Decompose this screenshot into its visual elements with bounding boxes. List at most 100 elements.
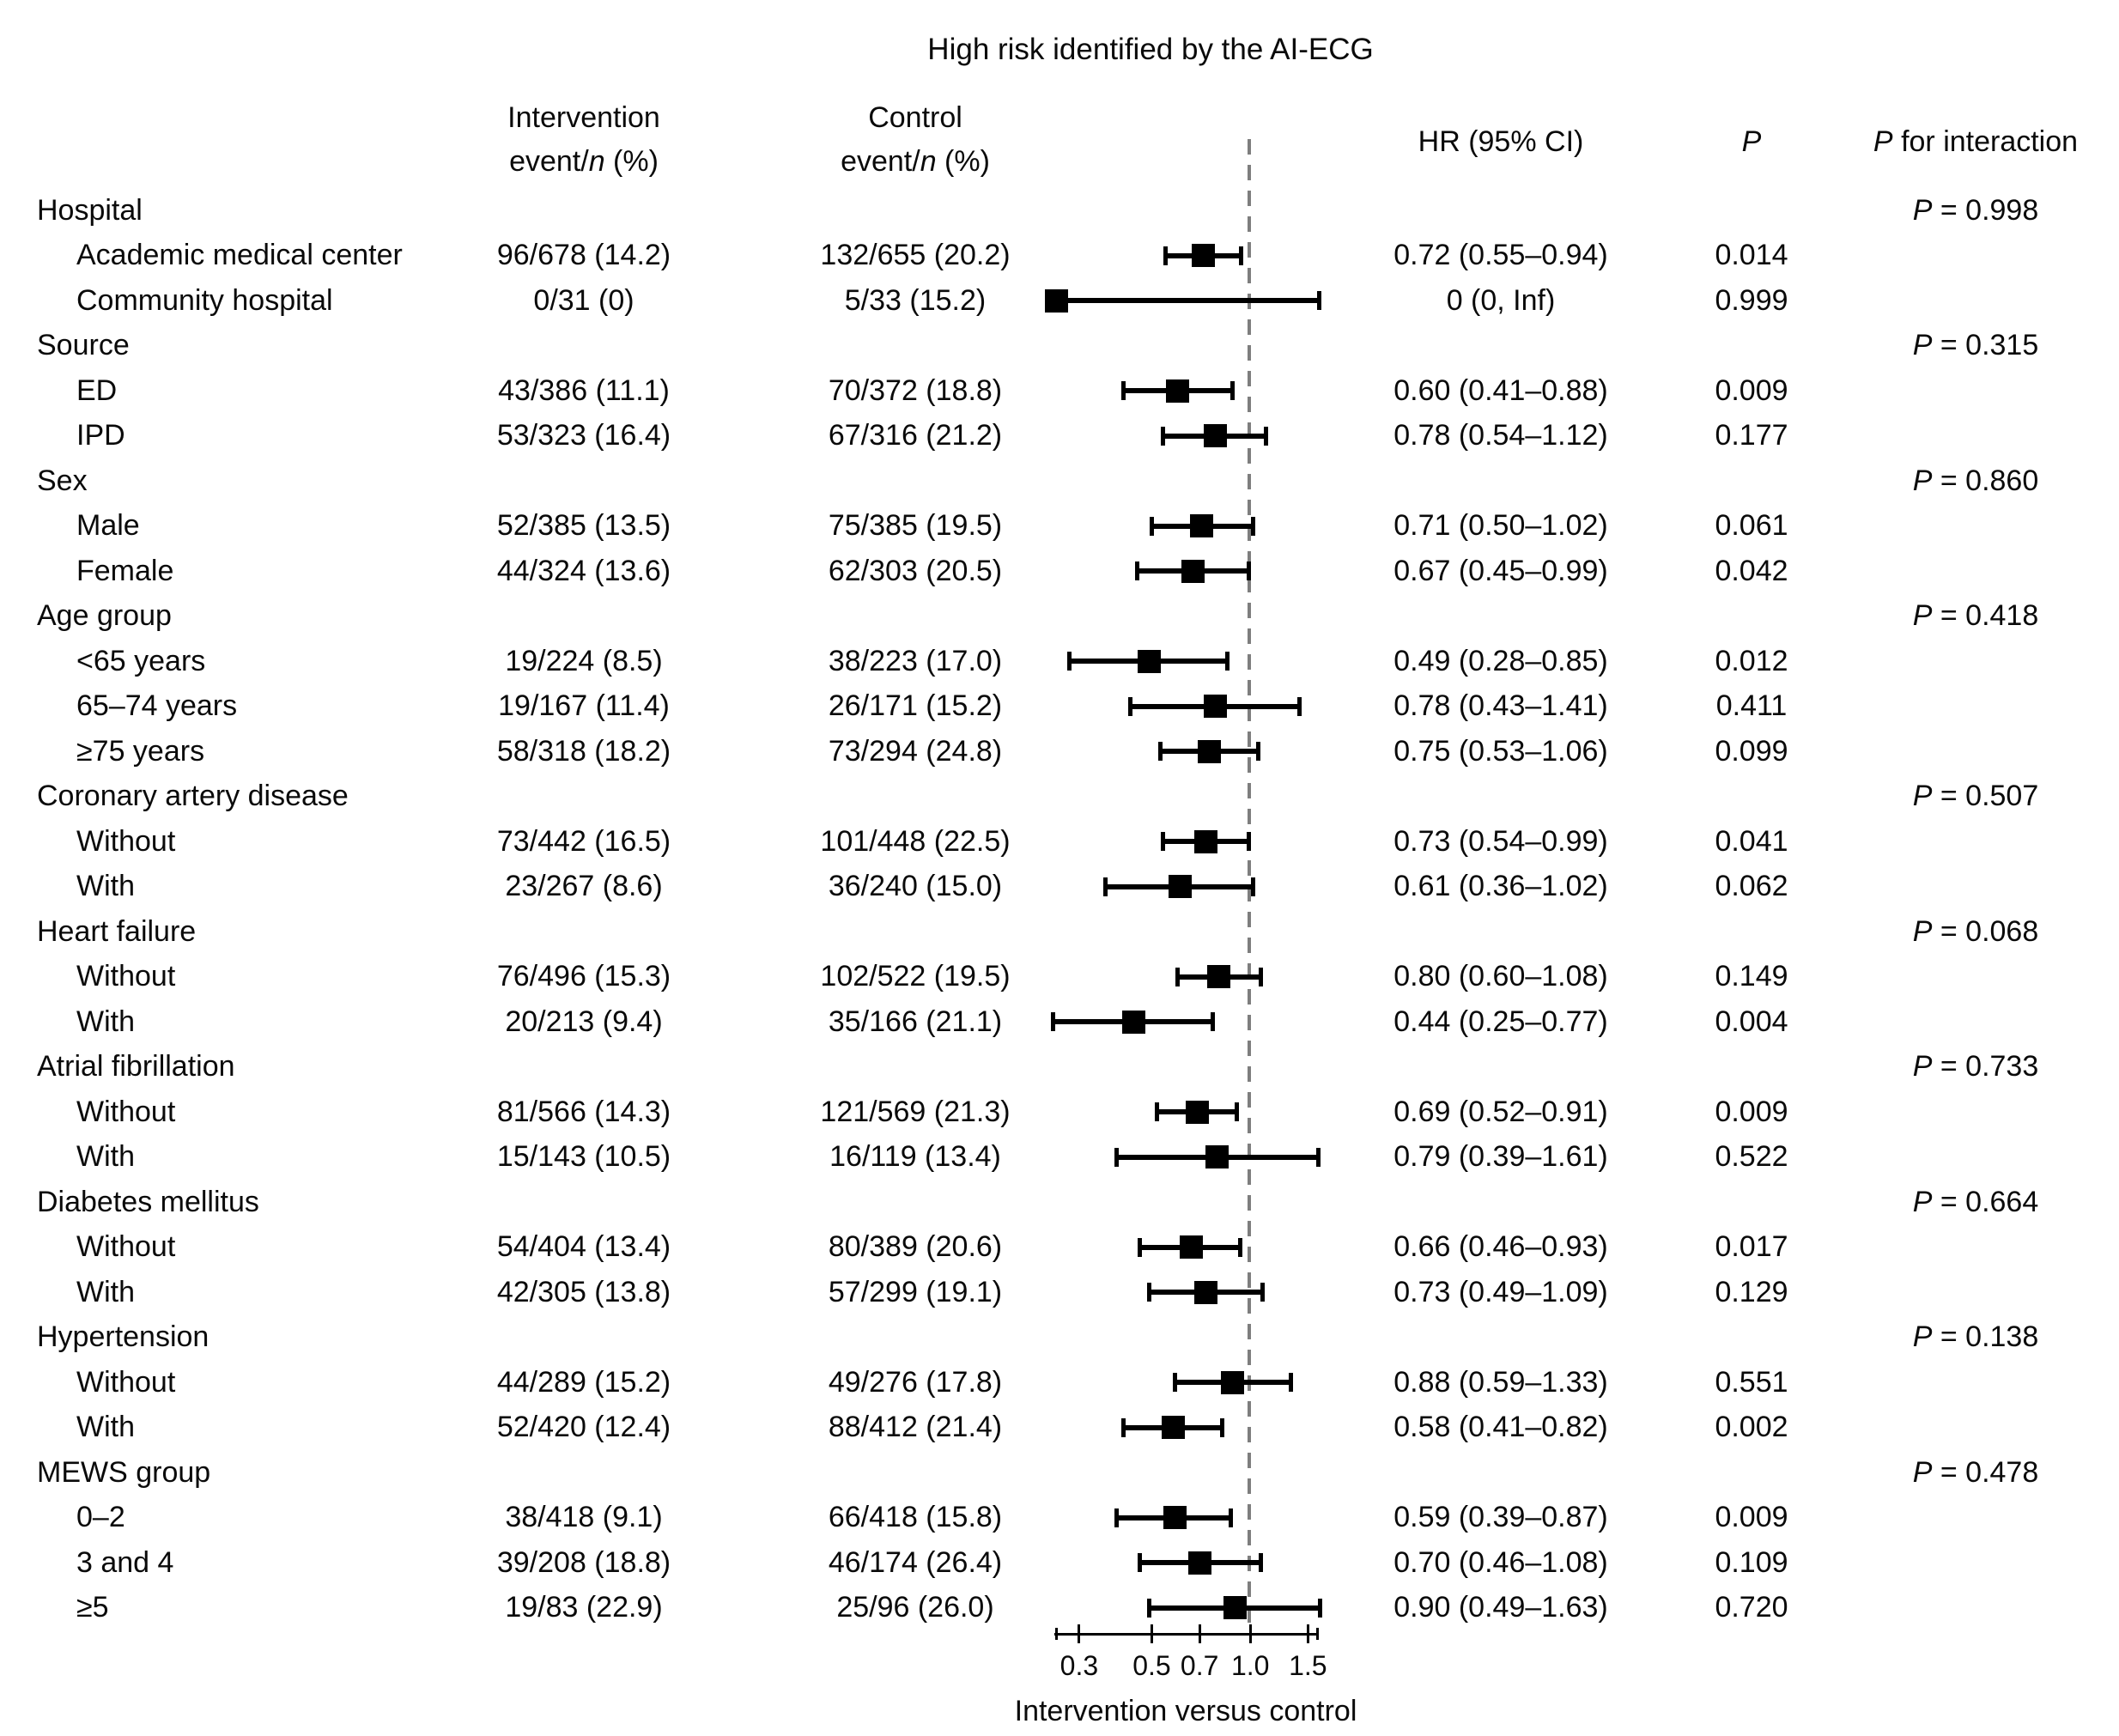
intervention-value: 42/305 (13.8) [496, 1275, 671, 1308]
intervention-value: 0/31 (0) [533, 283, 634, 317]
p-interaction-value: P = 0.507 [1913, 774, 2039, 819]
item-label: 0–2 [76, 1501, 125, 1534]
intervention-value: 81/566 (14.3) [496, 1095, 671, 1128]
control-value: 67/316 (21.2) [828, 419, 1003, 452]
control-value: 66/418 (15.8) [828, 1501, 1003, 1534]
p-interaction-value: P = 0.860 [1913, 458, 2039, 504]
hr-point-marker [1193, 829, 1217, 853]
hr-ci-text: 0.44 (0.25–0.77) [1393, 1005, 1608, 1038]
hr-ci-text: 0.80 (0.60–1.08) [1393, 960, 1608, 993]
event-n-pre: event/ [509, 145, 589, 178]
p-interaction-number: = 0.733 [1932, 1050, 2039, 1083]
intervention-value: 23/267 (8.6) [505, 870, 663, 903]
item-row: With 23/267 (8.6) 36/240 (15.0) 0.61 (0.36–… [0, 864, 2119, 909]
intervention-value: 76/496 (15.3) [496, 960, 671, 993]
control-value: 25/96 (26.0) [836, 1591, 994, 1624]
hr-ci-text: 0.60 (0.41–0.88) [1393, 373, 1608, 407]
ci-cap-right [1247, 561, 1252, 580]
intervention-value: 96/678 (14.2) [496, 239, 671, 272]
hr-ci-text: 0.73 (0.49–1.09) [1393, 1275, 1608, 1308]
hr-point-marker [1166, 379, 1190, 403]
column-header-control-event-n: event/n (%) [841, 147, 990, 176]
p-italic: P [1912, 193, 1933, 227]
ci-cap-left [1066, 652, 1072, 671]
ci-cap-right [1230, 381, 1235, 400]
intervention-value: 54/404 (13.4) [496, 1230, 671, 1264]
p-value: 0.014 [1715, 239, 1788, 272]
hr-point-marker [1198, 739, 1222, 763]
p-interaction-value: P = 0.733 [1913, 1044, 2039, 1090]
ci-cap-left [1175, 967, 1181, 986]
hr-point-marker [1193, 1280, 1217, 1304]
hr-ci-text: 0.70 (0.46–1.08) [1393, 1545, 1608, 1579]
item-label: With [76, 870, 135, 903]
item-label: ≥5 [76, 1591, 109, 1624]
hr-ci-text: 0.66 (0.46–0.93) [1393, 1230, 1608, 1264]
p-italic: P [1912, 1050, 1933, 1083]
item-row: 65–74 years 19/167 (11.4) 26/171 (15.2) 0.7… [0, 683, 2119, 729]
ci-cap-left [1121, 1417, 1126, 1437]
ci-cap-right [1219, 1417, 1224, 1437]
ci-cap-left [1146, 1598, 1151, 1618]
intervention-value: 15/143 (10.5) [496, 1140, 671, 1174]
item-label: With [76, 1411, 135, 1444]
p-value: 0.004 [1715, 1005, 1788, 1038]
item-row: With 42/305 (13.8) 57/299 (19.1) 0.73 (0.49… [0, 1270, 2119, 1315]
control-value: 73/294 (24.8) [828, 734, 1003, 768]
p-italic: P [1912, 1320, 1933, 1354]
hr-point-marker [1187, 1551, 1211, 1575]
ci-cap-left [1051, 1012, 1056, 1031]
p-interaction-number: = 0.138 [1932, 1320, 2039, 1354]
ci-cap-right [1259, 1553, 1264, 1572]
ci-cap-right [1317, 1598, 1322, 1618]
control-value: 102/522 (19.5) [820, 960, 1011, 993]
p-value: 0.109 [1715, 1545, 1788, 1579]
ci-cap-right [1288, 1373, 1293, 1392]
ci-cap-left [1138, 1237, 1143, 1257]
hr-ci-text: 0.58 (0.41–0.82) [1393, 1411, 1608, 1444]
item-row: Without 76/496 (15.3) 102/522 (19.5) 0.80 (… [0, 954, 2119, 999]
p-value: 0.041 [1715, 824, 1788, 858]
group-label: Atrial fibrillation [37, 1050, 235, 1083]
item-label: IPD [76, 419, 125, 452]
intervention-value: 52/385 (13.5) [496, 509, 671, 543]
hr-ci-text: 0 (0, Inf) [1446, 283, 1556, 317]
ci-cap-left [1173, 1373, 1178, 1392]
x-axis-label: Intervention versus control [1014, 1695, 1357, 1727]
item-row: <65 years 19/224 (8.5) 38/223 (17.0) 0.49 (… [0, 639, 2119, 684]
group-label: Hospital [37, 193, 143, 227]
event-n-post: (%) [604, 145, 659, 178]
hr-point-marker [1203, 695, 1227, 718]
intervention-value: 44/289 (15.2) [496, 1365, 671, 1399]
intervention-value: 53/323 (16.4) [496, 419, 671, 452]
ci-cap-right [1228, 1508, 1233, 1527]
group-row: Hypertension P = 0.138 [0, 1314, 2119, 1360]
item-label: Without [76, 1095, 176, 1128]
p-value: 0.149 [1715, 960, 1788, 993]
p-interaction-value: P = 0.998 [1913, 188, 2039, 234]
ci-cap-left [1138, 1553, 1143, 1572]
p-italic: P [1912, 1185, 1933, 1218]
p-value: 0.177 [1715, 419, 1788, 452]
p-value: 0.012 [1715, 644, 1788, 677]
ci-cap-left [1160, 832, 1165, 851]
p-interaction-number: = 0.478 [1932, 1455, 2039, 1489]
group-label: Diabetes mellitus [37, 1185, 259, 1218]
item-row: Without 81/566 (14.3) 121/569 (21.3) 0.69 (… [0, 1090, 2119, 1135]
item-label: 3 and 4 [76, 1545, 174, 1579]
hr-point-marker [1205, 1145, 1229, 1168]
p-interaction-value: P = 0.418 [1913, 593, 2039, 639]
group-label: MEWS group [37, 1455, 211, 1489]
p-interaction-number: = 0.068 [1932, 914, 2039, 948]
intervention-value: 38/418 (9.1) [505, 1501, 663, 1534]
ci-cap-left [1160, 426, 1165, 446]
item-label: ≥75 years [76, 734, 205, 768]
p-value: 0.720 [1715, 1591, 1788, 1624]
control-value: 26/171 (15.2) [828, 689, 1003, 723]
ci-cap-left [1157, 742, 1163, 761]
intervention-value: 19/167 (11.4) [498, 689, 670, 723]
control-value: 70/372 (18.8) [828, 373, 1003, 407]
column-header-control: Control [868, 101, 962, 134]
hr-point-marker [1190, 514, 1213, 537]
